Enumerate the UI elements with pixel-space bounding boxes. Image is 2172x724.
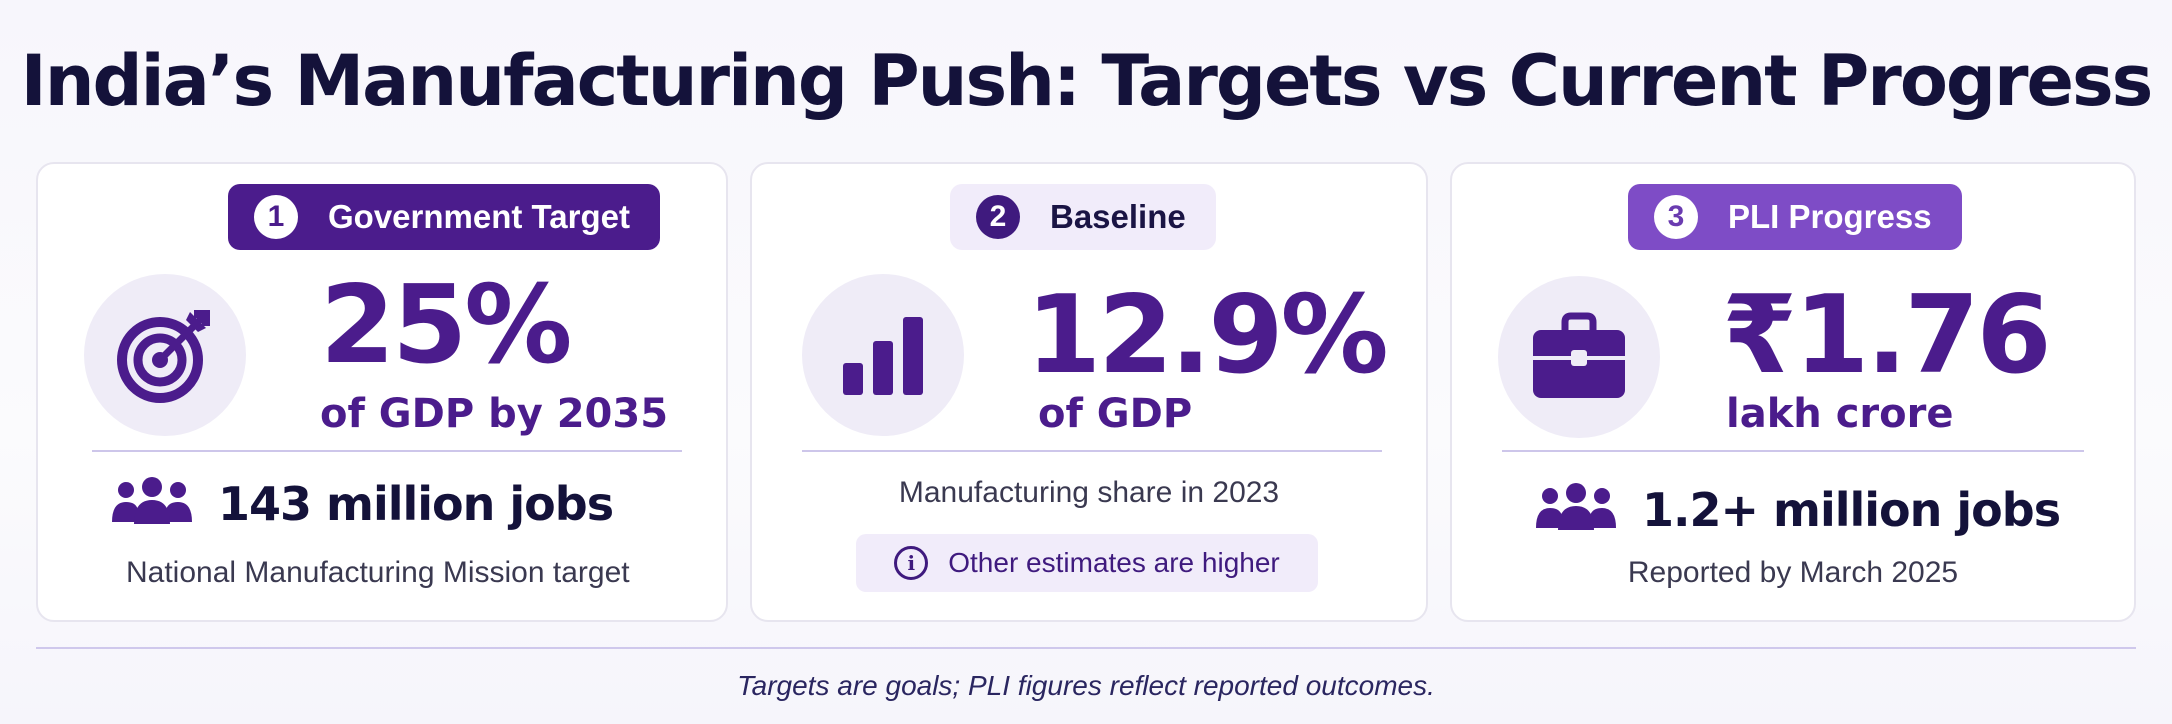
note-pill: i Other estimates are higher xyxy=(856,534,1318,592)
jobs-row: 1.2+ million jobs xyxy=(1536,482,2061,537)
people-icon xyxy=(1536,482,1616,537)
divider xyxy=(92,450,682,452)
info-icon: i xyxy=(894,546,929,580)
caption: Manufacturing share in 2023 xyxy=(898,476,1280,509)
big-value: 12.9% xyxy=(1026,273,1389,398)
jobs-row: 143 million jobs xyxy=(112,476,614,531)
badge-label: PLI Progress xyxy=(1728,198,1932,235)
caption: National Manufacturing Mission target xyxy=(126,556,630,589)
footer-note: Targets are goals; PLI figures reflect r… xyxy=(737,670,1435,701)
caption: Reported by March 2025 xyxy=(1627,556,1959,589)
badge-pli-progress: 3 PLI Progress xyxy=(1628,184,1962,250)
jobs-value: 143 million jobs xyxy=(218,476,614,531)
people-icon xyxy=(112,476,192,531)
card-baseline: 2 Baseline 12.9% of GDP Manufacturing sh… xyxy=(750,162,1428,622)
briefcase-icon xyxy=(1498,276,1660,438)
badge-government-target: 1 Government Target xyxy=(228,184,660,250)
big-value: ₹1.76 xyxy=(1722,273,2052,398)
divider xyxy=(802,450,1382,452)
card-government-target: 1 Government Target 25% of GDP by 2035 1… xyxy=(36,162,728,622)
sub-value: of GDP by 2035 xyxy=(320,391,669,437)
sub-value: lakh crore xyxy=(1726,391,1954,437)
note-text: Other estimates are higher xyxy=(948,547,1280,578)
card-pli-progress: 3 PLI Progress ₹1.76 lakh crore 1.2+ mil… xyxy=(1450,162,2136,622)
badge-number: 2 xyxy=(976,195,1020,239)
bar-chart-icon xyxy=(802,274,964,436)
divider xyxy=(1502,450,2084,452)
page-title: India’s Manufacturing Push: Targets vs C… xyxy=(20,40,2154,122)
badge-number: 1 xyxy=(254,195,298,239)
sub-value: of GDP xyxy=(1038,391,1193,437)
footer-divider xyxy=(36,647,2136,649)
jobs-value: 1.2+ million jobs xyxy=(1642,482,2061,537)
target-icon xyxy=(84,274,246,436)
big-value: 25% xyxy=(320,263,573,388)
badge-label: Government Target xyxy=(328,198,630,235)
badge-label: Baseline xyxy=(1050,198,1186,235)
badge-number: 3 xyxy=(1654,195,1698,239)
badge-baseline: 2 Baseline xyxy=(950,184,1216,250)
